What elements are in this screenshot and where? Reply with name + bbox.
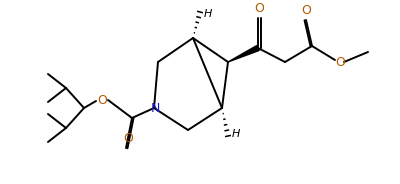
Text: O: O (123, 132, 133, 146)
Text: H: H (232, 129, 240, 139)
Text: H: H (204, 9, 212, 19)
Text: N: N (150, 102, 160, 114)
Text: O: O (254, 3, 264, 15)
Polygon shape (228, 45, 259, 62)
Text: O: O (335, 56, 345, 68)
Text: O: O (301, 4, 311, 17)
Text: O: O (97, 95, 107, 107)
